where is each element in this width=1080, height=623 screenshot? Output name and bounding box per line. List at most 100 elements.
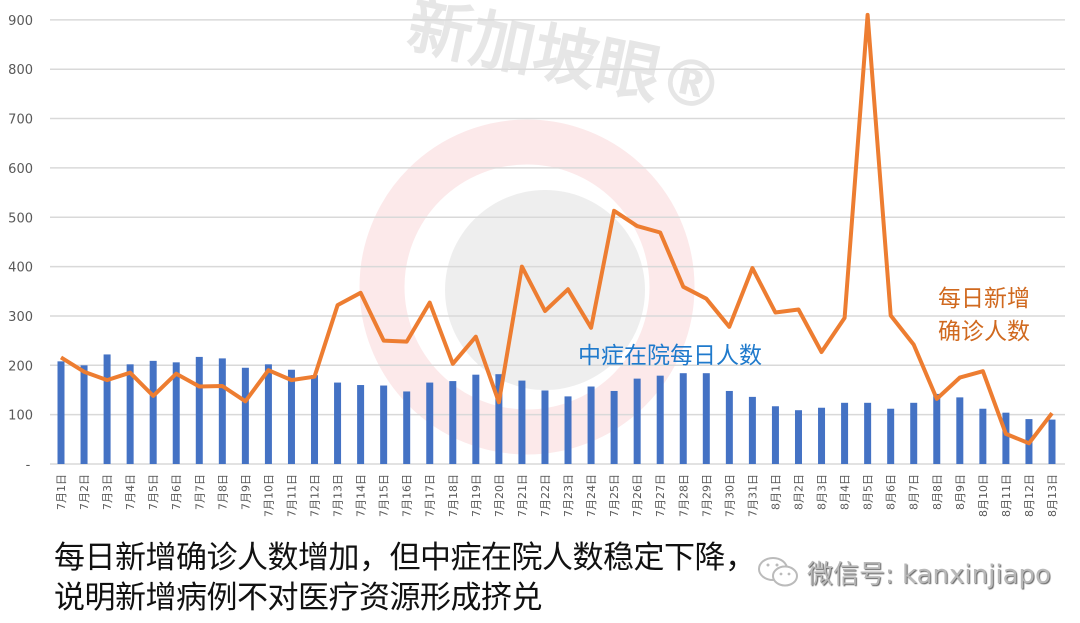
bar — [979, 408, 987, 464]
x-tick-label: 7月8日 — [216, 474, 229, 510]
bar — [126, 364, 134, 464]
bar — [57, 361, 65, 464]
x-tick-label: 8月13日 — [1046, 474, 1059, 517]
bar — [264, 364, 272, 464]
bar — [587, 386, 595, 464]
y-axis-ticks: - 100 200 300 400 500 600 700 800 900 — [8, 14, 33, 473]
x-tick-label: 7月17日 — [424, 474, 437, 517]
x-tick-label: 7月29日 — [700, 474, 713, 517]
bar — [818, 407, 826, 464]
x-tick-label: 7月11日 — [285, 474, 298, 517]
x-tick-label: 7月26日 — [631, 474, 644, 517]
gridlines — [50, 19, 1065, 465]
bar — [841, 402, 849, 464]
bar — [541, 390, 549, 464]
x-tick-label: 7月21日 — [516, 474, 529, 517]
wechat-id: 微信号: kanxinjiapo — [757, 552, 1051, 592]
y-tick-label: 700 — [8, 113, 33, 128]
x-axis-labels: 7月1日 7月2日 7月3日 7月4日 7月5日 7月6日 7月7日 7月8日 7月9日 7月10… — [55, 474, 1059, 517]
x-tick-label: 7月16日 — [401, 474, 414, 517]
x-tick-label: 7月18日 — [447, 474, 460, 517]
y-tick-label: 600 — [8, 162, 33, 177]
x-tick-label: 7月30日 — [723, 474, 736, 517]
bar — [241, 367, 249, 464]
x-tick-label: 7月28日 — [677, 474, 690, 517]
x-tick-label: 8月1日 — [769, 474, 782, 510]
x-tick-label: 7月22日 — [539, 474, 552, 517]
bar — [403, 391, 411, 464]
bar — [449, 381, 457, 464]
caption: 每日新增确诊人数增加，但中症在院人数稳定下降， 说明新增病例不对医疗资源形成挤兑 — [54, 538, 756, 618]
bar — [702, 373, 710, 464]
bar — [864, 402, 872, 464]
bar — [633, 378, 641, 464]
y-tick-label: - — [26, 458, 31, 473]
x-tick-label: 7月15日 — [378, 474, 391, 517]
x-tick-label: 7月1日 — [55, 474, 68, 510]
x-tick-label: 7月20日 — [493, 474, 506, 517]
bar — [1048, 419, 1056, 464]
x-tick-label: 7月9日 — [239, 474, 252, 510]
x-tick-label: 7月24日 — [585, 474, 598, 517]
x-tick-label: 7月10日 — [262, 474, 275, 517]
x-tick-label: 7月3日 — [101, 474, 114, 510]
y-tick-label: 500 — [8, 211, 33, 226]
bar — [656, 375, 664, 464]
bar — [334, 382, 342, 464]
bar — [472, 374, 480, 464]
wechat-text: 微信号: kanxinjiapo — [807, 559, 1051, 590]
x-tick-label: 7月19日 — [470, 474, 483, 517]
y-tick-label: 300 — [8, 310, 33, 325]
x-tick-label: 7月13日 — [332, 474, 345, 517]
x-tick-label: 8月7日 — [908, 474, 921, 510]
x-tick-label: 7月27日 — [654, 474, 667, 517]
x-tick-label: 8月8日 — [931, 474, 944, 510]
bar — [172, 362, 180, 464]
x-tick-label: 7月12日 — [309, 474, 322, 517]
y-tick-label: 900 — [8, 14, 33, 29]
bar — [287, 369, 295, 464]
bar — [771, 406, 779, 464]
x-tick-label: 7月31日 — [746, 474, 759, 517]
y-tick-label: 400 — [8, 261, 33, 276]
bar — [311, 375, 319, 464]
x-tick-label: 8月12日 — [1023, 474, 1036, 517]
y-tick-label: 800 — [8, 63, 33, 78]
x-tick-label: 7月2日 — [78, 474, 91, 510]
line-series — [59, 12, 1054, 446]
x-tick-label: 8月10日 — [977, 474, 990, 517]
bar — [103, 354, 111, 464]
bar — [80, 365, 88, 464]
x-tick-label: 7月4日 — [124, 474, 137, 510]
x-tick-label: 8月3日 — [816, 474, 829, 510]
bar — [748, 396, 756, 464]
x-tick-label: 8月9日 — [954, 474, 967, 510]
bar — [910, 402, 918, 464]
bar — [149, 360, 157, 464]
caption-line-2: 说明新增病例不对医疗资源形成挤兑 — [54, 580, 542, 616]
caption-line-1: 每日新增确诊人数增加，但中症在院人数稳定下降， — [54, 540, 756, 576]
x-tick-label: 7月14日 — [355, 474, 368, 517]
bar — [518, 380, 526, 464]
bar — [195, 356, 203, 464]
x-tick-label: 8月2日 — [792, 474, 805, 510]
x-tick-label: 7月25日 — [608, 474, 621, 517]
x-tick-label: 7月7日 — [193, 474, 206, 510]
bar — [794, 410, 802, 464]
bar-series-label: 中症在院每日人数 — [578, 343, 762, 369]
bar — [564, 396, 572, 464]
x-tick-label: 8月4日 — [839, 474, 852, 510]
x-tick-label: 8月6日 — [885, 474, 898, 510]
x-tick-label: 7月5日 — [147, 474, 160, 510]
bar — [887, 408, 895, 464]
bar — [218, 358, 226, 464]
bar — [426, 382, 434, 464]
bar — [933, 393, 941, 464]
bar — [610, 390, 618, 464]
bar — [1002, 412, 1010, 464]
bar — [357, 385, 365, 464]
bar — [679, 373, 687, 464]
y-tick-label: 200 — [8, 359, 33, 374]
bar — [380, 385, 388, 464]
